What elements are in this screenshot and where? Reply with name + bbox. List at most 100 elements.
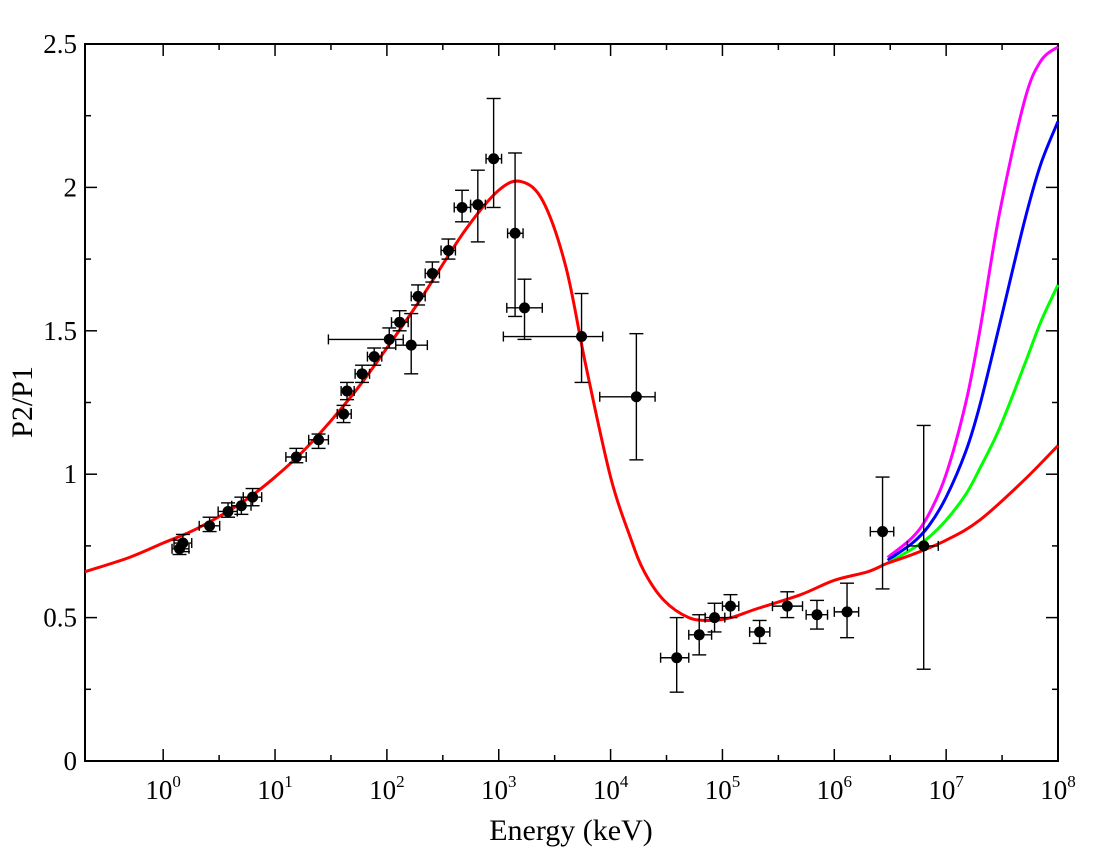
data-marker <box>811 609 823 621</box>
x-tick-exponent: 6 <box>844 772 853 791</box>
data-marker <box>222 505 234 517</box>
data-point <box>748 619 771 645</box>
x-tick-exponent: 7 <box>955 772 964 791</box>
data-point <box>721 593 740 619</box>
x-tick-label: 108 <box>1040 772 1076 805</box>
data-marker <box>488 153 500 165</box>
data-point <box>354 364 371 384</box>
data-point <box>340 381 355 401</box>
data-marker <box>754 626 766 638</box>
x-tick-exponent: 8 <box>1067 772 1076 791</box>
data-point <box>469 169 487 243</box>
data-point <box>704 602 726 633</box>
data-point <box>688 614 713 656</box>
data-marker <box>338 408 350 420</box>
data-marker <box>630 391 642 403</box>
data-point <box>805 599 829 630</box>
x-tick-base: 10 <box>928 775 955 805</box>
data-point <box>440 238 457 260</box>
data-point <box>395 312 429 375</box>
data-marker <box>290 451 302 463</box>
data-point <box>506 278 543 341</box>
data-marker <box>918 540 930 552</box>
x-tick-base: 10 <box>369 775 396 805</box>
data-point <box>599 332 656 461</box>
axis-ticks <box>85 43 1059 762</box>
x-tick-base: 10 <box>1040 775 1067 805</box>
x-tick-base: 10 <box>481 775 508 805</box>
data-marker <box>341 385 353 397</box>
data-marker <box>509 227 521 239</box>
data-point <box>336 404 352 424</box>
x-tick-label: 102 <box>369 772 405 805</box>
data-marker <box>576 331 588 343</box>
x-tick-label: 105 <box>705 772 741 805</box>
y-tick-label: 1 <box>64 459 78 489</box>
data-point <box>242 487 263 507</box>
x-tick-exponent: 2 <box>396 772 405 791</box>
data-point <box>659 616 690 693</box>
curve-model-b <box>886 120 1060 562</box>
x-tick-exponent: 3 <box>508 772 517 791</box>
x-tick-label: 103 <box>481 772 517 805</box>
data-marker <box>724 600 736 612</box>
x-tick-base: 10 <box>145 775 172 805</box>
y-tick-label: 0.5 <box>43 603 77 633</box>
data-point <box>173 533 193 553</box>
data-marker <box>671 652 683 664</box>
data-marker <box>368 351 380 363</box>
data-marker <box>456 201 468 213</box>
data-marker <box>313 434 325 446</box>
x-tick-exponent: 0 <box>172 772 181 791</box>
data-points <box>171 97 939 693</box>
data-point <box>285 447 307 464</box>
data-point <box>506 152 524 318</box>
x-tick-base: 10 <box>593 775 620 805</box>
data-point <box>308 433 330 450</box>
data-point <box>327 327 404 349</box>
data-point <box>453 189 472 223</box>
x-tick-label: 106 <box>817 772 853 805</box>
data-point <box>869 476 895 590</box>
data-marker <box>781 600 793 612</box>
x-tick-label: 100 <box>145 772 181 805</box>
data-marker <box>442 244 454 256</box>
data-point <box>771 591 804 619</box>
data-point <box>410 284 426 306</box>
plot-frame <box>84 43 1059 762</box>
data-point <box>502 292 604 384</box>
data-marker <box>877 526 889 538</box>
data-marker <box>356 368 368 380</box>
data-point <box>198 516 221 533</box>
x-tick-exponent: 1 <box>284 772 293 791</box>
x-tick-label: 104 <box>593 772 629 805</box>
data-point <box>424 261 441 283</box>
x-tick-base: 10 <box>817 775 844 805</box>
x-tick-exponent: 5 <box>732 772 741 791</box>
data-marker <box>383 333 395 345</box>
data-marker <box>519 302 531 314</box>
y-tick-label: 1.5 <box>43 316 77 346</box>
y-tick-label: 2.5 <box>43 29 77 59</box>
x-tick-base: 10 <box>257 775 284 805</box>
data-marker <box>235 500 247 512</box>
data-point <box>231 496 252 516</box>
data-point <box>485 97 503 209</box>
data-marker <box>412 290 424 302</box>
data-marker <box>405 339 417 351</box>
x-tick-label: 101 <box>257 772 293 805</box>
data-point <box>217 502 239 518</box>
x-tick-exponent: 4 <box>620 772 629 791</box>
curve-baseline-model <box>84 179 1060 622</box>
data-point <box>833 582 860 639</box>
data-marker <box>247 491 259 503</box>
data-marker <box>177 537 189 549</box>
data-marker <box>204 520 216 532</box>
y-axis-label: P2/P1 <box>6 366 39 438</box>
data-point <box>366 347 383 366</box>
y-tick-label: 0 <box>64 746 78 776</box>
data-marker <box>841 606 853 618</box>
data-marker <box>472 199 484 211</box>
